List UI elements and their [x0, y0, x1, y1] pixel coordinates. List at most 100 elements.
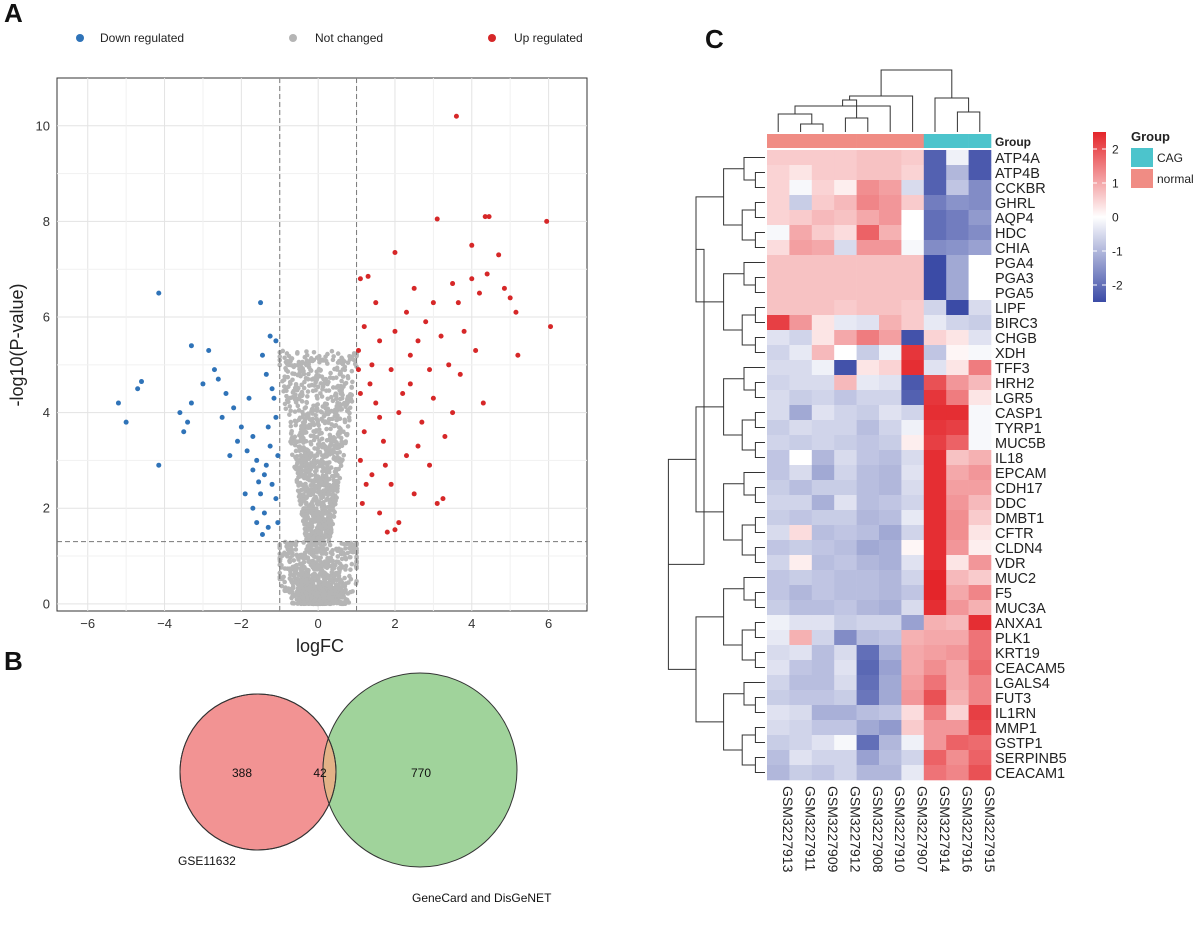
up-regulated-point	[359, 500, 365, 506]
down-regulated-point	[265, 424, 271, 430]
heatmap-cell	[856, 630, 880, 646]
heatmap-cell	[811, 735, 835, 751]
heatmap-cell	[856, 600, 880, 616]
up-regulated-point	[430, 300, 436, 306]
heatmap-cell	[811, 600, 835, 616]
heatmap-cell	[811, 405, 835, 421]
unchanged-point	[330, 493, 335, 498]
unchanged-point	[328, 555, 334, 561]
up-regulated-point	[484, 271, 490, 277]
unchanged-point	[347, 545, 352, 551]
unchanged-point	[317, 359, 322, 365]
heatmap-cell	[946, 465, 969, 481]
heatmap-cell	[811, 330, 835, 346]
unchanged-point	[315, 384, 321, 390]
heatmap-cell	[834, 750, 857, 766]
unchanged-point	[330, 579, 336, 585]
volcano-y-axis-label: -log10(P-value)	[7, 283, 27, 406]
unchanged-point	[333, 457, 339, 463]
unchanged-point	[312, 485, 317, 491]
heatmap-cell	[811, 195, 835, 211]
unchanged-point	[335, 570, 341, 576]
heatmap-cell	[923, 630, 947, 646]
unchanged-point	[354, 555, 359, 561]
unchanged-point	[308, 417, 314, 423]
heatmap-cell	[856, 360, 880, 376]
unchanged-point	[315, 535, 321, 541]
unchanged-point	[283, 406, 289, 412]
heatmap-cell	[767, 270, 790, 286]
heatmap-cell	[767, 180, 790, 196]
heatmap-cell	[879, 705, 902, 721]
heatmap-cell	[879, 510, 902, 526]
unchanged-point	[304, 414, 310, 420]
heatmap-cell	[923, 450, 947, 466]
unchanged-point	[325, 462, 330, 468]
unchanged-point	[335, 554, 341, 559]
unchanged-point	[290, 593, 295, 599]
unchanged-point	[308, 433, 314, 439]
heatmap-cell	[923, 405, 947, 421]
dendrogram-branch	[849, 95, 914, 132]
heatmap-cell	[879, 720, 902, 736]
group-bar-cell	[879, 134, 902, 148]
heatmap-cell	[834, 195, 857, 211]
gene-label: MUC3A	[995, 601, 1046, 617]
heatmap-cell	[811, 345, 835, 361]
venn-left-count: 388	[232, 766, 252, 780]
unchanged-point	[304, 352, 310, 358]
heatmap-cell	[879, 225, 902, 241]
heatmap-cell	[767, 645, 790, 661]
down-regulated-point	[254, 520, 260, 526]
unchanged-point	[311, 489, 317, 494]
heatmap-cell	[834, 300, 857, 316]
heatmap-cell	[767, 345, 790, 361]
down-regulated-point	[254, 457, 260, 463]
group-bar-cell	[834, 134, 857, 148]
unchanged-point	[342, 367, 348, 373]
unchanged-point	[330, 521, 336, 527]
unchanged-point	[347, 541, 353, 547]
gene-label: DMBT1	[995, 511, 1044, 527]
scale-tick-label: 0	[1112, 211, 1119, 225]
down-regulated-point	[185, 419, 191, 425]
dendrogram-branch	[754, 412, 765, 428]
up-regulated-point	[355, 367, 361, 373]
down-regulated-point	[246, 395, 252, 401]
unchanged-point	[299, 509, 305, 514]
heatmap-cell	[879, 570, 902, 586]
up-regulated-point	[450, 410, 456, 416]
heatmap-cell	[879, 195, 902, 211]
heatmap-cell	[923, 270, 947, 286]
heatmap-cell	[767, 420, 790, 436]
up-regulated-point	[457, 371, 463, 377]
heatmap-cell	[767, 540, 790, 556]
heatmap-cell	[789, 750, 813, 766]
up-regulated-point	[382, 462, 388, 468]
unchanged-point	[319, 430, 324, 436]
heatmap-cell	[834, 450, 857, 466]
unchanged-point	[303, 447, 308, 452]
volcano-plot: Down regulated Not changed Up regulated …	[7, 31, 588, 656]
x-tick-label: 2	[391, 616, 398, 631]
unchanged-point	[334, 478, 340, 484]
unchanged-point	[281, 574, 286, 580]
heatmap-cell	[968, 510, 992, 526]
unchanged-point	[338, 463, 344, 469]
heatmap-cell	[811, 450, 835, 466]
unchanged-point	[292, 371, 297, 377]
dendrogram-branch	[754, 442, 765, 458]
heatmap-cell	[856, 495, 880, 511]
unchanged-point	[306, 468, 312, 474]
unchanged-point	[285, 374, 291, 380]
unchanged-point	[323, 592, 328, 598]
unchanged-point	[308, 543, 313, 548]
unchanged-point	[308, 356, 314, 361]
heatmap-cell	[901, 555, 925, 571]
heatmap-cell	[901, 705, 925, 721]
unchanged-point	[319, 416, 324, 422]
heatmap-cell	[767, 315, 790, 331]
heatmap-cell	[767, 750, 790, 766]
heatmap-cell	[946, 345, 969, 361]
up-regulated-point	[363, 481, 369, 487]
